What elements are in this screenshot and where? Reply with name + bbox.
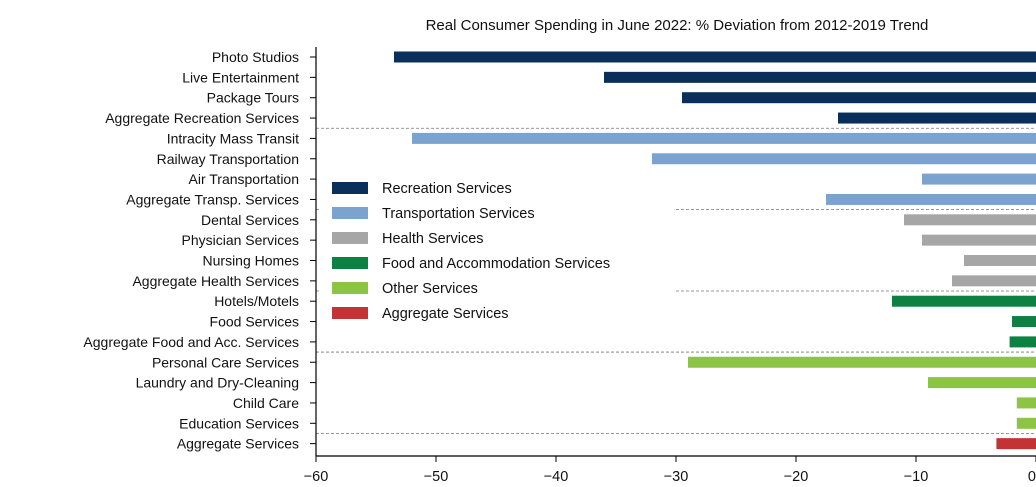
legend-label-1: Transportation Services <box>382 206 535 222</box>
bar-12 <box>892 295 1036 307</box>
legend-swatch-1 <box>332 207 368 219</box>
legend-swatch-0 <box>332 182 368 194</box>
category-label-11: Aggregate Health Services <box>132 273 299 289</box>
category-label-15: Personal Care Services <box>152 354 299 370</box>
x-tick-label-1: −50 <box>424 469 449 485</box>
category-label-9: Physician Services <box>182 232 300 248</box>
bar-4 <box>412 132 1036 144</box>
legend-label-5: Aggregate Services <box>382 306 509 322</box>
bar-8 <box>904 214 1036 226</box>
chart-title: Real Consumer Spending in June 2022: % D… <box>426 17 929 34</box>
bar-1 <box>604 71 1036 83</box>
bar-6 <box>922 173 1036 185</box>
bar-9 <box>922 234 1036 246</box>
category-label-3: Aggregate Recreation Services <box>105 110 299 126</box>
category-label-17: Child Care <box>233 395 299 411</box>
x-tick-label-5: −10 <box>904 469 929 485</box>
x-tick-label-2: −40 <box>544 469 569 485</box>
bar-7 <box>826 193 1036 205</box>
legend-swatch-5 <box>332 307 368 319</box>
legend-label-4: Other Services <box>382 281 478 297</box>
bar-11 <box>952 275 1036 287</box>
category-label-14: Aggregate Food and Acc. Services <box>83 334 299 350</box>
category-label-0: Photo Studios <box>212 49 299 65</box>
bar-18 <box>1016 417 1036 429</box>
bar-10 <box>964 255 1036 266</box>
category-label-6: Air Transportation <box>189 171 300 187</box>
bar-16 <box>928 377 1036 389</box>
bars <box>394 51 1036 450</box>
bar-19 <box>996 438 1036 450</box>
category-label-7: Aggregate Transp. Services <box>126 191 299 207</box>
category-label-19: Aggregate Services <box>177 436 299 452</box>
bar-13 <box>1012 316 1036 328</box>
legend-swatch-2 <box>332 232 368 244</box>
legend: Recreation Services Transportation Servic… <box>320 172 674 334</box>
bar-3 <box>838 112 1036 124</box>
bar-14 <box>1009 336 1036 348</box>
x-tick-label-6: 0 <box>1028 469 1036 485</box>
category-label-10: Nursing Homes <box>203 253 299 269</box>
bar-5 <box>652 153 1036 165</box>
legend-swatch-4 <box>332 282 368 294</box>
legend-swatch-3 <box>332 257 368 269</box>
legend-label-3: Food and Accommodation Services <box>382 256 610 272</box>
category-label-8: Dental Services <box>201 212 299 228</box>
bar-0 <box>394 51 1036 63</box>
category-label-5: Railway Transportation <box>157 151 299 167</box>
x-tick-label-0: −60 <box>304 469 329 485</box>
x-tick-label-4: −20 <box>784 469 809 485</box>
legend-label-0: Recreation Services <box>382 181 512 197</box>
category-label-4: Intracity Mass Transit <box>167 130 299 146</box>
bar-2 <box>682 92 1036 104</box>
bar-17 <box>1016 397 1036 409</box>
x-tick-label-3: −30 <box>664 469 689 485</box>
legend-background <box>320 172 674 334</box>
category-label-16: Laundry and Dry-Cleaning <box>136 375 299 391</box>
category-label-13: Food Services <box>210 314 299 330</box>
category-label-2: Package Tours <box>207 90 299 106</box>
category-label-1: Live Entertainment <box>182 69 299 85</box>
axes: −60 −50 −40 −30 −20 −10 0 <box>304 47 1036 485</box>
category-label-12: Hotels/Motels <box>214 293 299 309</box>
legend-label-2: Health Services <box>382 231 484 247</box>
bar-15 <box>688 356 1036 368</box>
category-label-18: Education Services <box>179 415 299 431</box>
category-labels: Photo Studios Live Entertainment Package T… <box>83 49 299 452</box>
